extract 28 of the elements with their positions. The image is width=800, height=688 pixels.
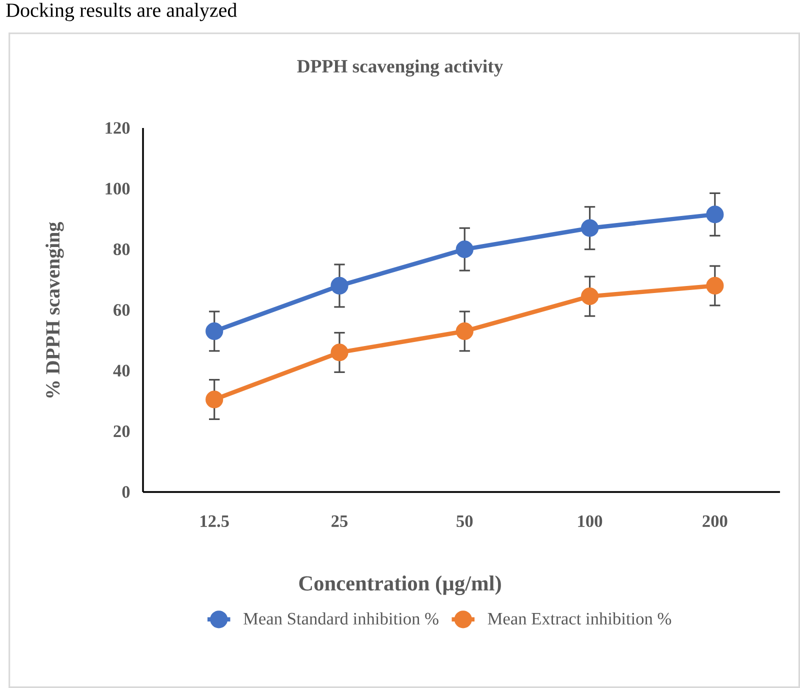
x-tick-label: 50 xyxy=(456,515,473,528)
y-tick-label: 60 xyxy=(114,304,130,316)
y-tick-label: 100 xyxy=(106,182,130,194)
x-tick-label: 200 xyxy=(702,515,728,528)
point xyxy=(580,288,599,306)
legend-label: Mean Extract inhibition % xyxy=(488,612,672,625)
point xyxy=(706,206,724,224)
point xyxy=(330,276,348,295)
y-tick-label: 40 xyxy=(113,364,130,376)
y-tick-label: 80 xyxy=(114,243,130,256)
point xyxy=(456,322,474,340)
y-tick-label: 120 xyxy=(106,122,130,134)
x-tick-label: 25 xyxy=(332,515,348,528)
point xyxy=(206,322,224,340)
chart-title: DPPH scavenging activity xyxy=(297,59,504,77)
point xyxy=(580,219,599,237)
point xyxy=(330,344,348,362)
point xyxy=(206,390,224,408)
y-tick-label: 20 xyxy=(114,425,130,438)
y-axis-title: % DPPH scavenging xyxy=(46,222,64,398)
text: Docking results are analyzed xyxy=(6,2,237,22)
x-tick-label: 100 xyxy=(578,515,602,528)
y-tick-label: 0 xyxy=(122,486,130,498)
x-tick-label: 12.5 xyxy=(200,515,229,528)
point xyxy=(456,240,474,258)
point xyxy=(706,276,724,295)
x-axis-title: Concentration (µg/ml) xyxy=(299,576,501,596)
legend-label: Mean Standard inhibition % xyxy=(244,612,438,625)
